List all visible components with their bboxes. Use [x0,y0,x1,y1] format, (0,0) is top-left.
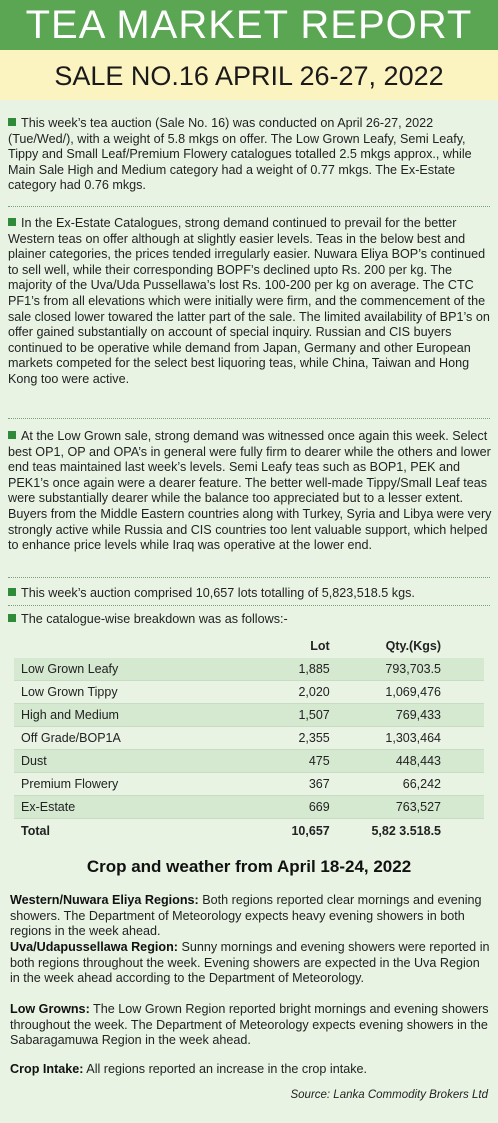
crop-weather-heading: Crop and weather from April 18-24, 2022 [86,857,412,876]
crop-uva-region: Uva/Udapussellawa Region: Sunny mornings… [10,940,490,985]
column-header-lot: Lot [310,639,330,653]
table-row: Low Grown Tippy 2,020 1,069,476 [14,680,484,704]
bullet-square-icon [8,614,16,622]
paragraph-lots-total: This week’s auction comprised 10,657 lot… [8,586,492,602]
bullet-square-icon [8,431,16,439]
table-row: Low Grown Leafy 1,885 793,703.5 [14,658,484,681]
paragraph-low-grown: At the Low Grown sale, strong demand was… [8,429,492,553]
table-total-row: Total 10,657 5,82 3.518.5 [21,824,441,838]
report-title: TEA MARKET REPORT [0,0,498,50]
divider [8,418,490,419]
column-header-qty: Qty.(Kgs) [385,639,441,653]
table-row: Premium Flowery 367 66,242 [14,772,484,796]
table-row: Ex-Estate 669 763,527 [14,795,484,819]
table-row: Off Grade/BOP1A 2,355 1,303,464 [14,726,484,750]
bullet-square-icon [8,118,16,126]
paragraph-auction-summary: This week’s tea auction (Sale No. 16) wa… [8,116,472,193]
divider [8,605,490,606]
bullet-square-icon [8,218,16,226]
crop-western-region: Western/Nuwara Eliya Regions: Both regio… [10,893,482,938]
divider [8,206,490,207]
table-row: High and Medium 1,507 769,433 [14,703,484,727]
crop-low-grown: Low Growns: The Low Grown Region reporte… [10,1002,489,1047]
paragraph-breakdown-intro: The catalogue-wise breakdown was as foll… [8,612,492,628]
table-row: Dust 475 448,443 [14,749,484,773]
bullet-square-icon [8,588,16,596]
source-credit: Source: Lanka Commodity Brokers Ltd [290,1089,488,1101]
sale-subtitle: SALE NO.16 APRIL 26-27, 2022 [0,50,498,100]
crop-intake: Crop Intake: All regions reported an inc… [10,1062,368,1076]
catalogue-breakdown-table: Lot Qty.(Kgs) Low Grown Leafy 1,885 793,… [14,634,484,843]
divider [8,577,490,578]
paragraph-ex-estate: In the Ex-Estate Catalogues, strong dema… [8,216,490,386]
